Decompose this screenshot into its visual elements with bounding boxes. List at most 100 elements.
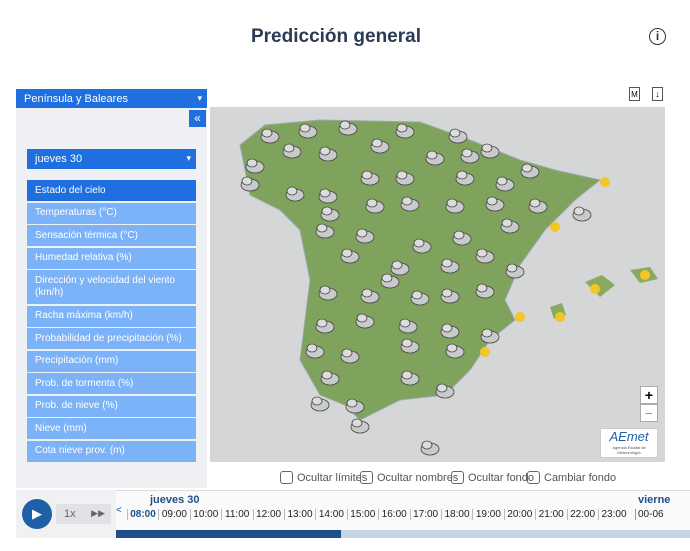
menu-item[interactable]: Temperaturas (°C) [27,202,196,224]
weather-icon [282,143,302,159]
option[interactable]: Cambiar fondo [527,471,616,484]
weather-icon [398,318,418,334]
next-hours[interactable]: 00-06 [635,509,664,520]
menu-item[interactable]: Precipitación (mm) [27,350,196,372]
option[interactable]: Ocultar límites [280,471,367,484]
sun-icon [640,270,650,280]
weather-icon [495,176,515,192]
hour[interactable]: 20:00 [503,509,535,520]
checkbox[interactable] [280,471,293,484]
checkbox[interactable] [451,471,464,484]
weather-icon [380,273,400,289]
weather-icon [340,248,360,264]
weather-icon [425,150,445,166]
weather-icon [320,370,340,386]
region-select[interactable]: Península y Baleares [16,89,207,109]
progress-track [116,530,690,538]
hour[interactable]: 19:00 [472,509,503,520]
weather-icon [360,288,380,304]
zoom-in[interactable]: + [640,386,658,404]
weather-icon [528,198,548,214]
page-title: Predicción general [250,26,421,47]
prev-arrow[interactable]: < [116,505,122,516]
weather-icon [318,188,338,204]
weather-icon [360,170,380,186]
checkbox[interactable] [360,471,373,484]
menu-item[interactable]: Humedad relativa (%) [27,247,196,269]
logo-text: AEmet [609,429,649,444]
hour[interactable]: 18:00 [441,509,472,520]
menu-item[interactable]: Probabilidad de precipitación (%) [27,328,196,349]
hour[interactable]: 13:00 [284,509,315,520]
weather-icon [345,398,365,414]
hour[interactable]: 09:00 [158,509,189,520]
option[interactable]: Ocultar nombres [360,471,458,484]
progress-bar [116,530,341,538]
weather-icon [480,328,500,344]
weather-icon [390,260,410,276]
weather-icon [320,206,340,222]
weather-icon [305,343,325,359]
menu-item[interactable]: Nieve (mm) [27,418,196,439]
weather-icon [318,285,338,301]
hour[interactable]: 11:00 [221,509,252,520]
weather-icon [420,440,440,456]
aemet-logo: AEmet Agencia Estatal de Meteorología [600,428,658,458]
weather-icon [500,218,520,234]
download-button[interactable]: ↓ [652,87,663,101]
weather-icon [315,223,335,239]
weather-icon [365,198,385,214]
weather-icon [572,206,592,222]
logo-subtext: Agencia Estatal de Meteorología [612,445,646,455]
weather-icon [440,258,460,274]
option-label: Ocultar nombres [377,471,459,484]
menu-item[interactable]: Dirección y velocidad del viento (km/h) [27,270,196,304]
hour[interactable]: 15:00 [346,509,378,520]
menu-item[interactable]: Prob. de nieve (%) [27,395,196,417]
weather-icon [485,196,505,212]
weather-icon [410,290,430,306]
weather-icon [435,383,455,399]
menu-item[interactable]: Estado del cielo [27,180,196,201]
hour[interactable]: 14:00 [315,509,346,520]
weather-icon [318,146,338,162]
collapse-button[interactable]: « [189,110,206,127]
sun-icon [480,347,490,357]
weather-icon [395,123,415,139]
hour[interactable]: 21:00 [535,509,566,520]
weather-icon [445,198,465,214]
weather-icon [240,176,260,192]
hour[interactable]: 10:00 [189,509,221,520]
hour[interactable]: 17:00 [409,509,441,520]
hour[interactable]: 22:00 [566,509,598,520]
weather-icon [400,196,420,212]
hour[interactable]: 23:00 [598,509,629,520]
checkbox[interactable] [527,471,540,484]
menu-item[interactable]: Racha máxima (km/h) [27,305,196,327]
info-button[interactable]: i [649,28,666,45]
menu-item[interactable]: Cota nieve prov. (m) [27,440,196,462]
legend-button[interactable]: M [629,87,640,101]
hour[interactable]: 16:00 [378,509,409,520]
weather-icon [412,238,432,254]
play-button[interactable]: ▶ [22,499,52,529]
island [585,275,615,297]
menu-item[interactable]: Prob. de tormenta (%) [27,373,196,394]
speed-control[interactable]: 1x ▶▶ [56,504,111,524]
hour[interactable]: 08:00 [127,509,158,520]
day-select[interactable]: jueves 30 [27,149,196,169]
hour[interactable]: 12:00 [252,509,284,520]
weather-icon [285,186,305,202]
forward: ▶▶ [91,508,105,518]
weather-icon [455,170,475,186]
menu-item[interactable]: Sensación térmica (°C) [27,225,196,246]
weather-icon [355,228,375,244]
sun-icon [555,312,565,322]
weather-icon [480,143,500,159]
option[interactable]: Ocultar fondo [451,471,534,484]
speed: 1x [64,508,76,520]
sun-icon [590,284,600,294]
zoom-out[interactable]: − [640,404,658,422]
sun-icon [600,177,610,187]
